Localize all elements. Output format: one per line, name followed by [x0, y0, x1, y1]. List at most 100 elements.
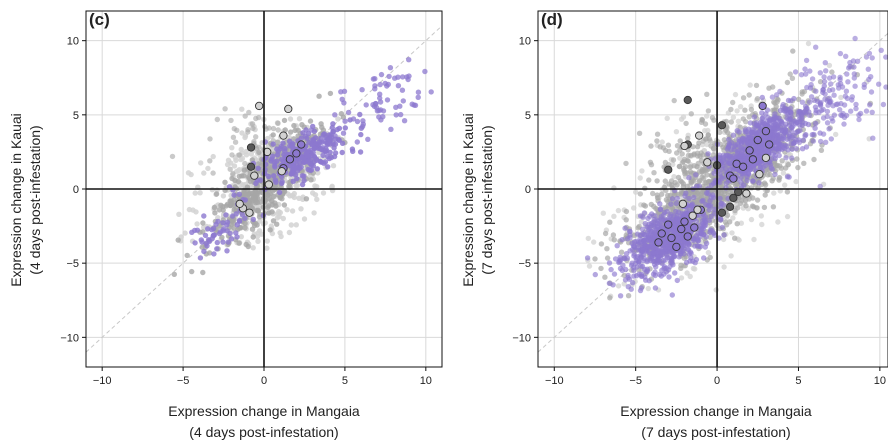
highlighted-point: [683, 95, 692, 105]
data-point: [807, 68, 813, 74]
data-point: [377, 107, 384, 113]
data-point: [193, 209, 199, 215]
data-point: [308, 177, 314, 183]
highlighted-point: [254, 101, 264, 111]
data-point: [393, 104, 399, 111]
data-point: [721, 232, 727, 238]
data-point: [809, 76, 816, 82]
data-point: [197, 190, 203, 196]
data-point: [636, 258, 642, 264]
data-point: [299, 122, 305, 128]
data-point: [441, 82, 442, 85]
data-point: [678, 251, 684, 257]
data-point: [636, 130, 643, 136]
data-point: [699, 116, 705, 123]
data-point: [242, 225, 248, 231]
data-point: [647, 257, 654, 264]
data-point: [654, 195, 661, 201]
data-point: [623, 217, 629, 223]
data-point: [615, 283, 622, 289]
data-point: [772, 120, 778, 127]
data-point: [728, 119, 734, 125]
data-point: [219, 234, 225, 241]
data-point: [826, 95, 832, 102]
data-point: [327, 90, 334, 97]
data-point: [687, 168, 694, 175]
data-point: [823, 139, 829, 145]
y-axis-subtitle-c: (4 days post-infestation): [27, 125, 43, 274]
data-point: [648, 162, 655, 168]
data-point: [717, 129, 723, 135]
highlighted-point: [683, 232, 692, 241]
data-point: [863, 108, 870, 114]
data-point: [231, 126, 237, 132]
highlighted-point: [758, 101, 767, 111]
data-point: [880, 101, 887, 108]
highlighted-point: [235, 199, 244, 208]
data-point: [221, 226, 227, 232]
data-point: [639, 249, 645, 255]
data-point: [274, 221, 280, 227]
data-point: [810, 138, 817, 144]
data-point: [197, 255, 204, 261]
data-point: [795, 109, 802, 115]
data-point: [298, 206, 304, 212]
data-point: [785, 147, 791, 153]
data-point: [638, 254, 644, 260]
data-point: [227, 230, 233, 237]
data-point: [273, 203, 279, 209]
data-point: [242, 220, 248, 226]
data-point: [758, 213, 764, 219]
data-point: [210, 170, 216, 176]
data-point: [205, 226, 211, 232]
data-point: [726, 136, 732, 143]
data-point: [201, 248, 207, 255]
data-point: [748, 129, 755, 136]
data-point: [604, 246, 610, 252]
data-point: [206, 238, 213, 245]
data-point: [307, 158, 314, 164]
data-point: [753, 149, 760, 155]
data-point: [843, 53, 849, 59]
data-point: [852, 83, 858, 89]
data-point: [852, 35, 858, 42]
data-point: [268, 158, 274, 164]
data-point: [822, 91, 828, 97]
x-tick-label: −10: [545, 375, 564, 387]
data-point: [169, 153, 176, 160]
data-point: [192, 190, 198, 196]
data-point: [216, 230, 223, 237]
data-point: [395, 74, 401, 80]
data-point: [320, 190, 327, 196]
data-point: [771, 107, 778, 113]
data-point: [813, 88, 819, 94]
data-point: [660, 212, 667, 218]
highlighted-point: [765, 140, 774, 149]
data-point: [777, 118, 783, 124]
data-point: [756, 180, 762, 186]
data-point: [229, 175, 235, 182]
data-point: [761, 204, 768, 211]
data-point: [240, 173, 247, 179]
data-point: [238, 146, 244, 153]
data-point: [854, 58, 861, 64]
data-point: [688, 111, 694, 117]
data-point: [762, 182, 769, 188]
data-point: [698, 192, 704, 198]
data-point: [306, 139, 312, 146]
data-point: [223, 212, 229, 218]
data-point: [811, 131, 817, 138]
data-point: [719, 166, 725, 172]
data-point: [787, 136, 794, 142]
data-point: [788, 113, 794, 120]
data-point: [774, 92, 780, 98]
data-point: [631, 265, 637, 271]
data-point: [837, 107, 843, 113]
data-point: [611, 213, 617, 219]
data-point: [270, 193, 277, 200]
data-point: [794, 156, 800, 162]
y-tick-label: 0: [73, 184, 79, 196]
data-point: [342, 118, 348, 124]
data-point: [623, 160, 629, 167]
